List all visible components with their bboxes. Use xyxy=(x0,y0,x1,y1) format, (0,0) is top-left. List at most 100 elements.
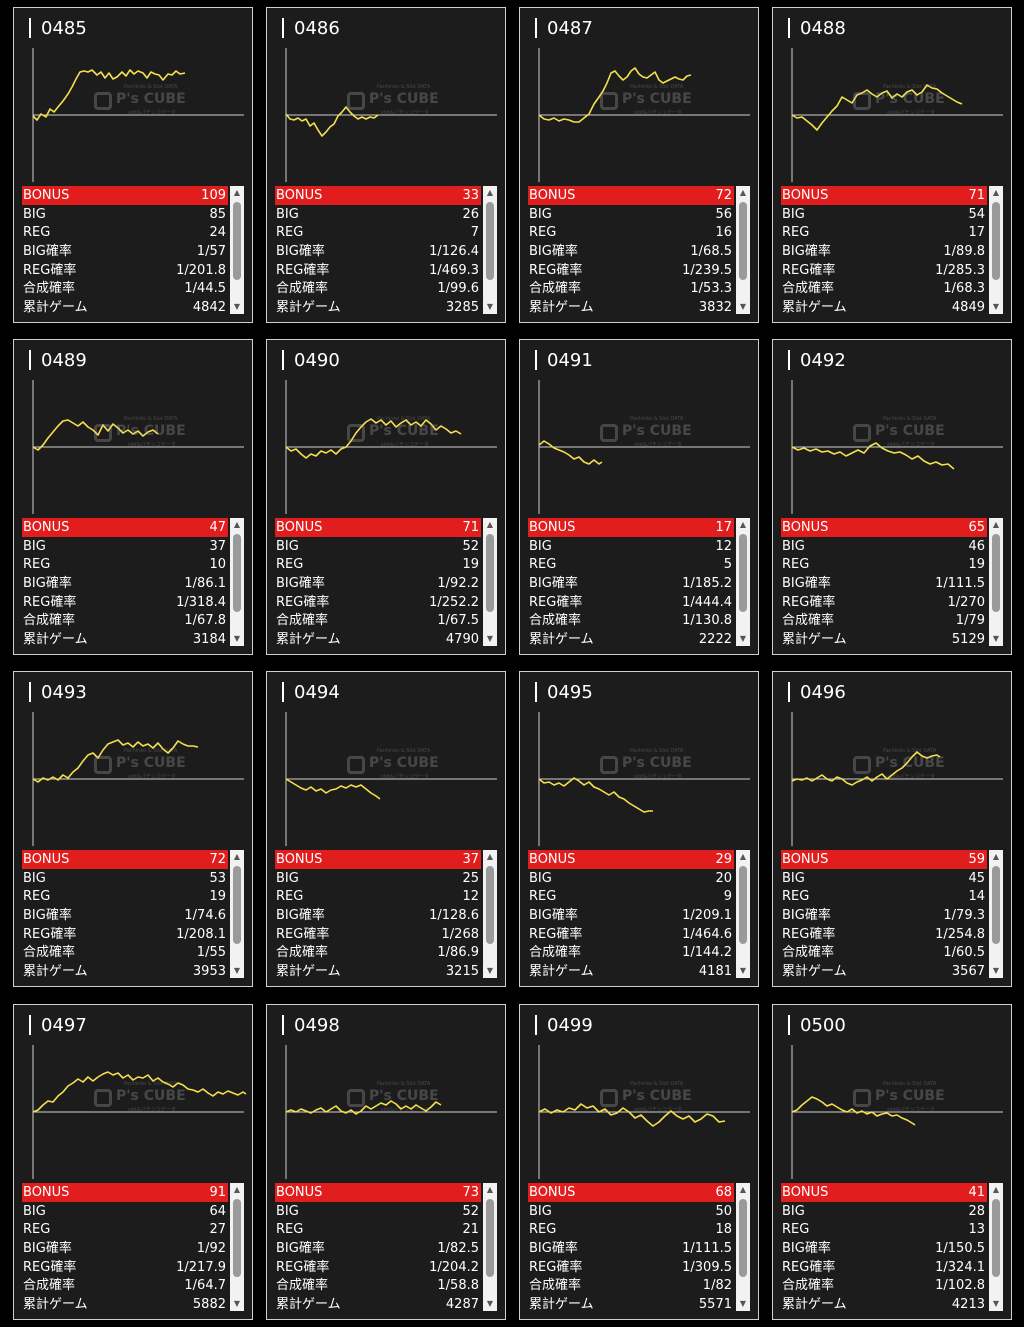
scroll-down-arrow-icon[interactable]: ▼ xyxy=(992,634,1000,643)
scrollbar-thumb[interactable] xyxy=(233,866,241,944)
scroll-down-arrow-icon[interactable]: ▼ xyxy=(739,1299,747,1308)
scroll-up-arrow-icon[interactable]: ▲ xyxy=(486,520,494,529)
scroll-up-arrow-icon[interactable]: ▲ xyxy=(992,1185,1000,1194)
scroll-up-arrow-icon[interactable]: ▲ xyxy=(992,852,1000,861)
scrollbar[interactable]: ▲ ▼ xyxy=(483,186,497,314)
machine-card[interactable]: 0488 Pachinko & Slot DATA P's CUBE slot&パチン… xyxy=(772,7,1012,323)
scrollbar-thumb[interactable] xyxy=(739,202,747,280)
machine-card[interactable]: 0500 Pachinko & Slot DATA P's CUBE slot&パチン… xyxy=(772,1004,1012,1320)
scroll-down-arrow-icon[interactable]: ▼ xyxy=(233,634,241,643)
scroll-up-arrow-icon[interactable]: ▲ xyxy=(486,1185,494,1194)
stats-table[interactable]: BONUS 91 BIG 64 REG 27 BIG確率 1/92 REG確率 1/217.9 合成… xyxy=(22,1183,244,1313)
stat-value: 1/102.8 xyxy=(935,1278,985,1293)
scrollbar[interactable]: ▲ ▼ xyxy=(989,1183,1003,1311)
scroll-down-arrow-icon[interactable]: ▼ xyxy=(486,966,494,975)
scrollbar[interactable]: ▲ ▼ xyxy=(230,1183,244,1311)
stat-value: 1/324.1 xyxy=(935,1260,985,1275)
scrollbar-thumb[interactable] xyxy=(486,1199,494,1277)
scrollbar-thumb[interactable] xyxy=(233,202,241,280)
machine-card[interactable]: 0498 Pachinko & Slot DATA P's CUBE slot&パチン… xyxy=(266,1004,506,1320)
machine-card[interactable]: 0495 Pachinko & Slot DATA P's CUBE slot&パチン… xyxy=(519,671,759,987)
stats-table[interactable]: BONUS 72 BIG 53 REG 19 BIG確率 1/74.6 REG確率 1/208.1… xyxy=(22,850,244,980)
scrollbar[interactable]: ▲ ▼ xyxy=(989,186,1003,314)
scrollbar[interactable]: ▲ ▼ xyxy=(230,186,244,314)
scrollbar[interactable]: ▲ ▼ xyxy=(483,850,497,978)
stats-table[interactable]: BONUS 71 BIG 54 REG 17 BIG確率 1/89.8 REG確率 1/285.3… xyxy=(781,186,1003,316)
stats-table[interactable]: BONUS 71 BIG 52 REG 19 BIG確率 1/92.2 REG確率 1/252.2… xyxy=(275,518,497,648)
scroll-down-arrow-icon[interactable]: ▼ xyxy=(486,634,494,643)
scroll-down-arrow-icon[interactable]: ▼ xyxy=(992,302,1000,311)
machine-card[interactable]: 0489 Pachinko & Slot DATA P's CUBE slot&パチン… xyxy=(13,339,253,655)
machine-card[interactable]: 0492 Pachinko & Slot DATA P's CUBE slot&パチン… xyxy=(772,339,1012,655)
machine-card[interactable]: 0486 Pachinko & Slot DATA P's CUBE slot&パチン… xyxy=(266,7,506,323)
scroll-up-arrow-icon[interactable]: ▲ xyxy=(739,188,747,197)
stats-table[interactable]: BONUS 65 BIG 46 REG 19 BIG確率 1/111.5 REG確率 1/270 合… xyxy=(781,518,1003,648)
stats-table[interactable]: BONUS 33 BIG 26 REG 7 BIG確率 1/126.4 REG確率 1/469.3… xyxy=(275,186,497,316)
stats-table[interactable]: BONUS 41 BIG 28 REG 13 BIG確率 1/150.5 REG確率 1/324.… xyxy=(781,1183,1003,1313)
scroll-up-arrow-icon[interactable]: ▲ xyxy=(486,188,494,197)
machine-card[interactable]: 0496 Pachinko & Slot DATA P's CUBE slot&パチン… xyxy=(772,671,1012,987)
machine-card[interactable]: 0499 Pachinko & Slot DATA P's CUBE slot&パチン… xyxy=(519,1004,759,1320)
scroll-down-arrow-icon[interactable]: ▼ xyxy=(992,966,1000,975)
stats-table[interactable]: BONUS 59 BIG 45 REG 14 BIG確率 1/79.3 REG確率 1/254.8… xyxy=(781,850,1003,980)
scroll-down-arrow-icon[interactable]: ▼ xyxy=(739,302,747,311)
scrollbar[interactable]: ▲ ▼ xyxy=(736,518,750,646)
scrollbar-thumb[interactable] xyxy=(233,1199,241,1277)
scroll-up-arrow-icon[interactable]: ▲ xyxy=(233,852,241,861)
scroll-down-arrow-icon[interactable]: ▼ xyxy=(233,302,241,311)
scrollbar[interactable]: ▲ ▼ xyxy=(736,1183,750,1311)
payout-graph xyxy=(791,380,1003,514)
stats-table[interactable]: BONUS 68 BIG 50 REG 18 BIG確率 1/111.5 REG確率 1/309.… xyxy=(528,1183,750,1313)
scrollbar[interactable]: ▲ ▼ xyxy=(230,518,244,646)
scrollbar-thumb[interactable] xyxy=(739,866,747,944)
scroll-down-arrow-icon[interactable]: ▼ xyxy=(486,1299,494,1308)
scrollbar[interactable]: ▲ ▼ xyxy=(736,850,750,978)
machine-card[interactable]: 0494 Pachinko & Slot DATA P's CUBE slot&パチン… xyxy=(266,671,506,987)
scrollbar-thumb[interactable] xyxy=(233,534,241,612)
stats-table[interactable]: BONUS 73 BIG 52 REG 21 BIG確率 1/82.5 REG確率 1/204.2… xyxy=(275,1183,497,1313)
scroll-up-arrow-icon[interactable]: ▲ xyxy=(233,188,241,197)
stats-table[interactable]: BONUS 72 BIG 56 REG 16 BIG確率 1/68.5 REG確率 1/239.5… xyxy=(528,186,750,316)
scrollbar-thumb[interactable] xyxy=(739,1199,747,1277)
machine-card[interactable]: 0490 Pachinko & Slot DATA P's CUBE slot&パチン… xyxy=(266,339,506,655)
machine-card[interactable]: 0497 Pachinko & Slot DATA P's CUBE slot&パチン… xyxy=(13,1004,253,1320)
scroll-up-arrow-icon[interactable]: ▲ xyxy=(992,188,1000,197)
stats-table[interactable]: BONUS 37 BIG 25 REG 12 BIG確率 1/128.6 REG確率 1/268 合… xyxy=(275,850,497,980)
scroll-down-arrow-icon[interactable]: ▼ xyxy=(739,634,747,643)
scroll-up-arrow-icon[interactable]: ▲ xyxy=(739,1185,747,1194)
scrollbar[interactable]: ▲ ▼ xyxy=(989,850,1003,978)
stats-table[interactable]: BONUS 29 BIG 20 REG 9 BIG確率 1/209.1 REG確率 1/464.6… xyxy=(528,850,750,980)
stats-table[interactable]: BONUS 17 BIG 12 REG 5 BIG確率 1/185.2 REG確率 1/444.4… xyxy=(528,518,750,648)
scrollbar-thumb[interactable] xyxy=(486,866,494,944)
scrollbar[interactable]: ▲ ▼ xyxy=(483,1183,497,1311)
scrollbar[interactable]: ▲ ▼ xyxy=(230,850,244,978)
scrollbar[interactable]: ▲ ▼ xyxy=(483,518,497,646)
scrollbar-thumb[interactable] xyxy=(486,202,494,280)
scrollbar[interactable]: ▲ ▼ xyxy=(989,518,1003,646)
scroll-down-arrow-icon[interactable]: ▼ xyxy=(486,302,494,311)
scrollbar-thumb[interactable] xyxy=(992,534,1000,612)
scroll-up-arrow-icon[interactable]: ▲ xyxy=(233,1185,241,1194)
stats-table[interactable]: BONUS 47 BIG 37 REG 10 BIG確率 1/86.1 REG確率 1/318.4… xyxy=(22,518,244,648)
payout-line xyxy=(791,442,955,470)
scrollbar-thumb[interactable] xyxy=(992,202,1000,280)
scroll-down-arrow-icon[interactable]: ▼ xyxy=(233,1299,241,1308)
scroll-up-arrow-icon[interactable]: ▲ xyxy=(739,852,747,861)
scroll-down-arrow-icon[interactable]: ▼ xyxy=(992,1299,1000,1308)
scrollbar-thumb[interactable] xyxy=(739,534,747,612)
machine-card[interactable]: 0493 Pachinko & Slot DATA P's CUBE slot&パチン… xyxy=(13,671,253,987)
scroll-up-arrow-icon[interactable]: ▲ xyxy=(233,520,241,529)
scrollbar-thumb[interactable] xyxy=(992,866,1000,944)
scroll-up-arrow-icon[interactable]: ▲ xyxy=(992,520,1000,529)
machine-card[interactable]: 0485 Pachinko & Slot DATA P's CUBE slot&パチン… xyxy=(13,7,253,323)
scrollbar-thumb[interactable] xyxy=(486,534,494,612)
scroll-down-arrow-icon[interactable]: ▼ xyxy=(233,966,241,975)
stats-table[interactable]: BONUS 109 BIG 85 REG 24 BIG確率 1/57 REG確率 1/201.8 合… xyxy=(22,186,244,316)
scroll-up-arrow-icon[interactable]: ▲ xyxy=(739,520,747,529)
machine-card[interactable]: 0491 Pachinko & Slot DATA P's CUBE slot&パチン… xyxy=(519,339,759,655)
scroll-down-arrow-icon[interactable]: ▼ xyxy=(739,966,747,975)
scrollbar[interactable]: ▲ ▼ xyxy=(736,186,750,314)
scroll-up-arrow-icon[interactable]: ▲ xyxy=(486,852,494,861)
machine-card[interactable]: 0487 Pachinko & Slot DATA P's CUBE slot&パチン… xyxy=(519,7,759,323)
scrollbar-thumb[interactable] xyxy=(992,1199,1000,1277)
